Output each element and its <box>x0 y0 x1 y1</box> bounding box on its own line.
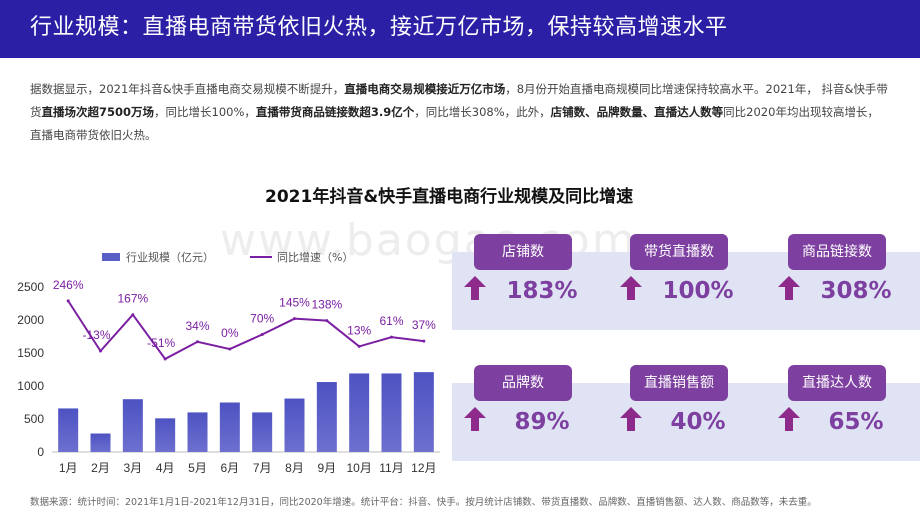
intro-text-2: ，8月份开始直播电商规模同比增速保持较高水平。2021年， 抖音&快手带货 <box>30 82 888 119</box>
y-tick-label: 2500 <box>17 280 44 294</box>
bar <box>155 418 176 452</box>
x-tick-label: 12月 <box>411 461 436 475</box>
stat-label: 直播达人数 <box>788 365 886 401</box>
growth-data-label: 145% <box>279 296 310 310</box>
legend-line-label: 同比增速（%） <box>277 251 354 264</box>
page-title: 行业规模：直播电商带货依旧火热，接近万亿市场，保持较高增速水平 <box>30 15 728 40</box>
stat-label: 直播销售额 <box>630 365 728 401</box>
stat-card-product-links: 商品链接数 308% <box>766 234 920 330</box>
y-tick-label: 500 <box>24 412 44 426</box>
growth-point <box>390 335 393 339</box>
growth-data-label: 61% <box>379 314 403 328</box>
data-source-footer: 数据来源：统计时间：2021年1月1日-2021年12月31日，同比2020年增… <box>30 497 817 508</box>
chart-title: 2021年抖音&快手直播电商行业规模及同比增速 <box>265 187 634 207</box>
growth-point <box>260 333 264 337</box>
stat-value: 308% <box>820 278 892 304</box>
x-tick-label: 3月 <box>123 461 142 475</box>
bar <box>122 399 143 452</box>
bar <box>284 398 305 452</box>
up-arrow-icon <box>620 276 642 300</box>
bar <box>316 382 337 452</box>
stat-value: 65% <box>828 409 884 435</box>
stat-label: 带货直播数 <box>630 234 728 270</box>
x-tick-label: 8月 <box>285 461 304 475</box>
x-tick-label: 10月 <box>346 461 371 475</box>
legend-bar-swatch <box>102 253 120 261</box>
stat-value: 183% <box>506 278 578 304</box>
bar <box>187 412 208 452</box>
bar <box>58 408 79 452</box>
bar <box>413 372 434 452</box>
growth-point <box>422 339 426 343</box>
growth-data-label: 246% <box>53 278 84 292</box>
x-tick-label: 2月 <box>91 461 110 475</box>
y-tick-label: 2000 <box>17 313 44 327</box>
growth-data-label: 70% <box>250 312 274 326</box>
bar <box>381 373 402 452</box>
growth-point <box>357 344 361 348</box>
up-arrow-icon <box>778 407 800 431</box>
intro-text-4: ，同比增长308%，此外， <box>414 105 551 119</box>
stat-value: 89% <box>514 409 570 435</box>
x-tick-label: 7月 <box>253 461 272 475</box>
growth-point <box>228 347 232 351</box>
combo-chart: 0 500 1000 1500 2000 2500 1月 2月 3月 4月 5月 6月 7月 8月 9月 10… <box>17 278 440 475</box>
x-tick-label: 9月 <box>317 461 336 475</box>
growth-point <box>66 299 70 303</box>
growth-data-label: 13% <box>347 323 371 337</box>
growth-point <box>163 357 167 361</box>
y-tick-label: 0 <box>37 445 44 459</box>
stat-card-brands: 品牌数 89% <box>452 365 611 461</box>
page-header: 行业规模：直播电商带货依旧火热，接近万亿市场，保持较高增速水平 <box>0 0 920 58</box>
bar <box>252 412 273 452</box>
up-arrow-icon <box>464 407 486 431</box>
growth-data-label: 37% <box>412 318 436 332</box>
bar <box>90 433 111 452</box>
stat-label: 商品链接数 <box>788 234 886 270</box>
stat-card-sales: 直播销售额 40% <box>608 365 767 461</box>
intro-highlight-3: 直播带货商品链接数超3.9亿个 <box>255 105 415 119</box>
growth-data-label: -13% <box>82 328 110 342</box>
intro-highlight-4: 店铺数、品牌数量、直播达人数等 <box>550 105 724 119</box>
up-arrow-icon <box>620 407 642 431</box>
intro-highlight-2: 直播场次超7500万场 <box>41 105 155 119</box>
intro-paragraph: 据数据显示，2021年抖音&快手直播电商交易规模不断提升，直播电商交易规模接近万… <box>30 78 890 147</box>
intro-highlight-1: 直播电商交易规模接近万亿市场 <box>344 82 506 96</box>
intro-text-5: 同比2020年均出现较高增长，直播电商带货依旧火热。 <box>30 105 879 142</box>
stat-label: 品牌数 <box>474 365 572 401</box>
stat-value: 100% <box>662 278 734 304</box>
bar <box>219 402 240 452</box>
up-arrow-icon <box>464 276 486 300</box>
up-arrow-icon <box>778 276 800 300</box>
x-tick-label: 6月 <box>220 461 239 475</box>
x-tick-label: 4月 <box>156 461 175 475</box>
growth-point <box>196 340 199 344</box>
growth-point <box>99 349 102 353</box>
stat-value: 40% <box>670 409 726 435</box>
growth-point <box>293 317 296 321</box>
stat-card-shops: 店铺数 183% <box>452 234 611 330</box>
bar <box>349 373 370 452</box>
stat-card-streamers: 直播达人数 65% <box>766 365 920 461</box>
x-tick-label: 5月 <box>188 461 207 475</box>
growth-data-label: 167% <box>117 292 148 306</box>
stat-label: 店铺数 <box>474 234 572 270</box>
x-tick-label: 11月 <box>379 461 403 475</box>
x-tick-label: 1月 <box>59 461 78 475</box>
intro-text-3: ，同比增长100%， <box>154 105 256 119</box>
growth-point <box>131 313 135 317</box>
y-tick-label: 1000 <box>17 379 44 393</box>
y-tick-label: 1500 <box>17 346 44 360</box>
growth-rate-line <box>67 300 424 361</box>
growth-data-label: -51% <box>147 336 175 350</box>
growth-data-label: 138% <box>311 298 342 312</box>
growth-data-label: 34% <box>185 319 209 333</box>
intro-text-1: 据数据显示，2021年抖音&快手直播电商交易规模不断提升， <box>30 82 345 96</box>
stat-card-live-streams: 带货直播数 100% <box>608 234 767 330</box>
growth-point <box>325 319 329 323</box>
legend-line-swatch <box>250 256 272 258</box>
legend-bar-label: 行业规模（亿元） <box>126 251 214 264</box>
growth-data-label: 0% <box>221 326 239 340</box>
